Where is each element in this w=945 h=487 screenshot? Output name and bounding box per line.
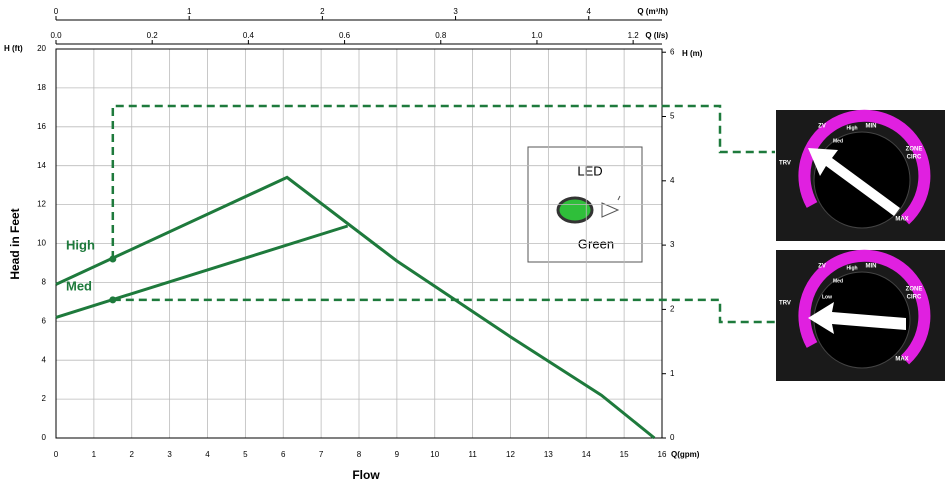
x-tick-label: 5 [243, 450, 248, 459]
y-tick-label: 8 [42, 278, 47, 287]
x-tick-label: 10 [430, 450, 439, 459]
y-tick-label: 10 [37, 239, 46, 248]
x-tick-label: 13 [544, 450, 553, 459]
y-tick-label: 16 [37, 122, 46, 131]
x-tick-label: 3 [167, 450, 172, 459]
y-tick-label: 2 [42, 394, 47, 403]
top-axis-unit: Q (m³/h) [637, 7, 668, 16]
leader-line [112, 298, 775, 324]
x-unit: Q(gpm) [671, 450, 700, 459]
y-axis-title: Head in Feet [8, 208, 22, 279]
annotation-point [109, 296, 117, 304]
dial-label: Med [833, 278, 843, 284]
dial-label: ZONE [906, 287, 923, 293]
dial-label: MAX [895, 217, 908, 223]
x-tick-label: 2 [130, 450, 135, 459]
line-series [55, 224, 349, 319]
dial-label: TRV [779, 161, 791, 167]
y-tick-label: 6 [42, 316, 47, 325]
led-title: LED [577, 163, 602, 178]
dial-label: ZV [818, 264, 826, 270]
top-tick-label: 2 [320, 7, 325, 16]
dial-label: Med [833, 138, 843, 144]
dial-label: MIN [866, 124, 877, 130]
y2-tick-label: 0 [670, 433, 675, 442]
top-tick-label: 0.8 [435, 31, 447, 40]
x-tick-label: 12 [506, 450, 515, 459]
top-axis-unit: Q (l/s) [645, 31, 668, 40]
dial-label: MIN [866, 264, 877, 270]
y2-tick-label: 2 [670, 305, 675, 314]
x-tick-label: 16 [658, 450, 667, 459]
led-icon [556, 196, 594, 224]
x-tick-label: 15 [620, 450, 629, 459]
dial-arc [798, 109, 931, 225]
y2-unit: H (m) [682, 49, 703, 58]
led-color: Green [578, 236, 614, 251]
dial-arrow [808, 148, 900, 216]
x-tick-label: 8 [357, 450, 362, 459]
line-series [55, 175, 656, 440]
x-tick-label: 6 [281, 450, 286, 459]
led-arrow [601, 195, 621, 218]
x-tick-label: 11 [468, 450, 477, 459]
dial-panel: ZV MIN TRV ZONE CIRC MAX High Med Low [776, 109, 945, 241]
y2-tick-label: 1 [670, 369, 675, 378]
y2-tick-label: 5 [670, 112, 675, 121]
top-tick-label: 0.6 [339, 31, 351, 40]
x-tick-label: 7 [319, 450, 324, 459]
y-tick-label: 14 [37, 161, 46, 170]
top-tick-label: 1.0 [531, 31, 543, 40]
annotation-point [109, 255, 117, 263]
top-tick-label: 4 [587, 7, 592, 16]
dial-label: ZONE [906, 147, 923, 153]
y-tick-label: 0 [42, 433, 47, 442]
y-tick-label: 18 [37, 83, 46, 92]
y2-tick-label: 4 [670, 176, 675, 185]
annotation-label: High [66, 237, 95, 252]
top-tick-label: 0.0 [50, 31, 62, 40]
x-tick-label: 4 [205, 450, 210, 459]
y-unit: H (ft) [4, 44, 23, 53]
dial-panel: ZV MIN TRV ZONE CIRC MAX High Med Low [776, 249, 945, 381]
dial-label: MAX [895, 357, 908, 363]
x-tick-label: 0 [54, 450, 59, 459]
dial-label: CIRC [907, 155, 922, 161]
annotation-label: Med [66, 278, 92, 293]
top-tick-label: 1.2 [628, 31, 640, 40]
dial-label: CIRC [907, 295, 922, 301]
dial-label: ZV [818, 124, 826, 130]
dial-arc [798, 249, 931, 365]
dial-label: High [846, 265, 857, 271]
y2-tick-label: 3 [670, 240, 675, 249]
plot-frame [55, 48, 663, 439]
y-tick-label: 4 [42, 355, 47, 364]
y-tick-label: 12 [37, 200, 46, 209]
leader-line [111, 104, 775, 260]
top-tick-label: 0 [54, 7, 59, 16]
x-tick-label: 14 [582, 450, 591, 459]
y2-tick-label: 6 [670, 47, 675, 56]
x-tick-label: 1 [92, 450, 97, 459]
x-tick-label: 9 [395, 450, 400, 459]
top-tick-label: 1 [187, 7, 192, 16]
y-tick-label: 20 [37, 44, 46, 53]
dial-arrow [808, 302, 906, 334]
dial-label: Low [822, 294, 832, 300]
top-tick-label: 3 [453, 7, 458, 16]
dial-label: Low [822, 154, 832, 160]
top-tick-label: 0.2 [147, 31, 159, 40]
dial-label: TRV [779, 301, 791, 307]
dial-label: High [846, 125, 857, 131]
x-axis-title: Flow [352, 468, 380, 482]
top-tick-label: 0.4 [243, 31, 255, 40]
